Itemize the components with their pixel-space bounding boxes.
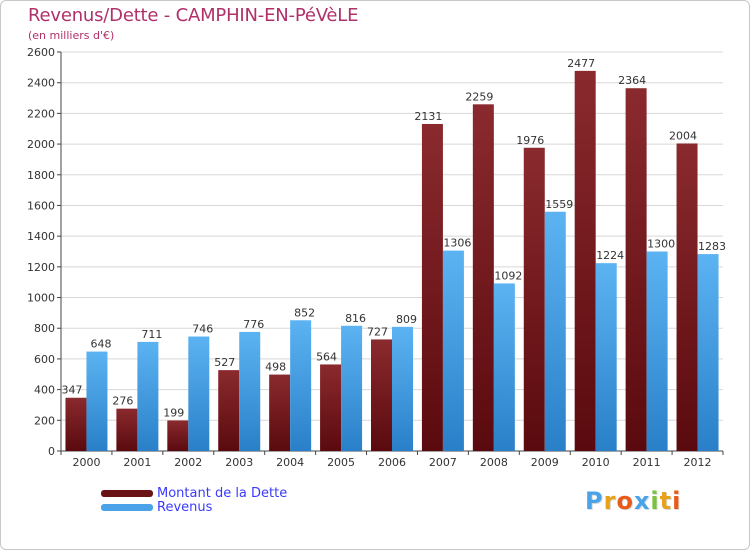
data-label: 711 [141,328,162,341]
y-tick-label: 2400 [27,77,55,90]
x-tick-label: 2002 [174,456,202,469]
y-tick-label: 2000 [27,138,55,151]
bar-revenus [697,254,719,451]
x-tick-label: 2003 [225,456,253,469]
data-label: 1559 [545,198,573,211]
bar-dette [625,88,647,452]
bar-revenus [341,325,363,451]
data-label: 1283 [698,240,726,253]
x-tick-label: 2004 [276,456,304,469]
bar-dette [371,339,392,451]
bar-revenus [188,336,210,451]
data-label: 746 [192,323,213,336]
y-tick-label: 2200 [27,107,55,120]
legend-swatch-revenus [101,504,153,511]
bar-dette [65,397,87,451]
data-label: 347 [61,384,82,397]
bar-dette [116,408,138,451]
bar-dette [574,70,596,452]
x-tick-label: 2001 [123,456,151,469]
data-label: 1300 [647,238,675,251]
x-tick-label: 2005 [327,456,355,469]
y-tick-label: 1400 [27,230,55,243]
data-label: 2131 [414,110,442,123]
bar-dette [472,104,494,451]
data-label: 727 [367,325,388,338]
chart-subtitle: (en milliers d'€) [28,29,115,42]
y-tick-label: 1600 [27,199,55,212]
data-label: 2364 [618,74,646,87]
data-label: 1224 [596,249,624,262]
bar-revenus [290,320,312,451]
bar-revenus [493,283,515,451]
x-tick-label: 2008 [480,456,508,469]
x-tick-label: 2009 [531,456,559,469]
y-tick-label: 1800 [27,169,55,182]
x-tick-label: 2006 [378,456,406,469]
data-label: 199 [163,406,184,419]
data-label: 276 [112,395,133,408]
bar-dette [320,364,342,451]
data-label: 852 [294,306,315,319]
legend-swatch-dette [101,490,153,497]
data-label: 1306 [443,237,471,250]
y-tick-label: 800 [34,322,55,335]
bar-revenus [239,331,261,451]
bar-dette [676,143,698,451]
bar-revenus [544,211,566,451]
data-label: 2259 [465,90,493,103]
bar-dette [167,420,189,451]
bar-revenus [392,326,413,451]
y-tick-label: 0 [48,445,55,458]
bar-revenus [137,341,159,451]
data-label: 498 [265,361,286,374]
data-label: 1092 [494,269,522,282]
y-tick-label: 2600 [27,46,55,59]
data-label: 2477 [567,57,595,70]
bar-dette [523,147,545,451]
x-tick-label: 2007 [429,456,457,469]
data-label: 527 [214,356,235,369]
y-tick-label: 400 [34,384,55,397]
y-tick-label: 200 [34,414,55,427]
x-tick-label: 2011 [633,456,661,469]
legend-label-dette: Montant de la Dette [157,486,288,501]
data-label: 564 [316,350,337,363]
bar-dette [269,374,291,451]
bar-dette [421,123,443,452]
x-tick-label: 2010 [582,456,610,469]
x-tick-label: 2012 [684,456,712,469]
data-label: 648 [90,338,111,351]
data-label: 776 [243,318,264,331]
bar-revenus [442,250,464,451]
legend-label-revenus: Revenus [157,500,213,515]
chart-title: Revenus/Dette - CAMPHIN-EN-PéVèLE [28,5,359,26]
data-label: 2004 [669,129,697,142]
bar-revenus [86,351,108,451]
bar-revenus [646,251,668,451]
data-label: 809 [396,313,417,326]
data-label: 1976 [516,134,544,147]
x-tick-label: 2000 [72,456,100,469]
y-tick-label: 600 [34,353,55,366]
y-tick-label: 1200 [27,261,55,274]
bar-revenus [595,263,617,451]
y-tick-label: 1000 [27,292,55,305]
data-label: 816 [345,312,366,325]
bar-dette [218,370,240,451]
proxiti-logo: Proxiti [585,487,682,515]
